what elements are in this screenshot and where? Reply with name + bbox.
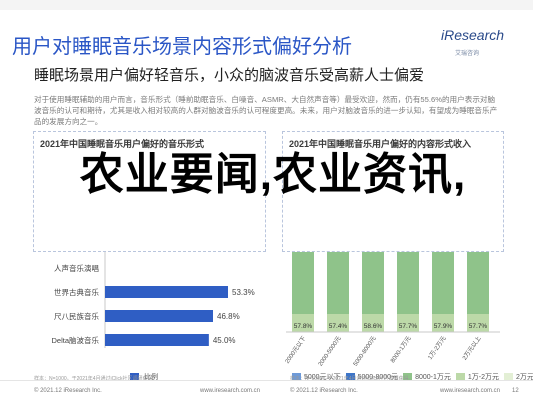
legend-label: 2万元以上 — [515, 374, 533, 381]
bar-segment — [432, 252, 454, 314]
category-label: Delta脑波音乐 — [51, 335, 99, 345]
category-label: 2000元以下 — [284, 335, 308, 365]
left-sample-note: 样本：N=1000，于2021年4月通过iClick社区调研获得。 — [34, 376, 158, 382]
top-strip — [0, 0, 533, 10]
data-label: 46.8% — [217, 312, 240, 321]
right-footer-url: www.iresearch.com.cn — [440, 388, 501, 394]
bar-segment — [292, 252, 314, 314]
left-legend: 比例 — [130, 372, 158, 382]
bar-segment — [292, 314, 314, 332]
page-title: 用户对睡眠音乐场景内容形式偏好分析 — [12, 36, 352, 58]
legend-swatch — [455, 373, 465, 380]
legend-swatch — [345, 373, 355, 380]
page-number: 12 — [512, 388, 519, 394]
brand-sub: 艾瑞咨询 — [455, 51, 480, 57]
bar-segment — [397, 314, 419, 332]
legend-label: 1万-2万元 — [467, 374, 499, 381]
left-chart-panel: 2021年中国睡眠音乐用户偏好的音乐形式 — [33, 131, 266, 252]
category-label: 5000-8000元 — [352, 335, 378, 367]
category-label: 8000-1万元 — [389, 335, 412, 364]
legend-label: 5000元以下 — [304, 374, 341, 381]
legend-swatch — [403, 373, 413, 380]
bar-segment — [467, 252, 489, 314]
legend-label: 比例 — [143, 374, 158, 381]
legend-swatch — [503, 373, 513, 380]
bar-segment — [362, 252, 384, 314]
category-label: 2000-5000元 — [317, 335, 343, 367]
bar-segment — [327, 252, 349, 314]
right-chart-panel: 2021年中国睡眠音乐用户偏好的内容形式收入 — [282, 131, 504, 252]
bar — [105, 310, 213, 322]
data-label: 57.4% — [329, 323, 348, 330]
bar — [105, 334, 209, 346]
left-footer-source: © 2021.12 iResearch Inc. — [34, 388, 102, 394]
left-chart-title: 2021年中国睡眠音乐用户偏好的音乐形式 — [40, 139, 205, 149]
category-label: 2万元以上 — [460, 335, 482, 362]
brand-name: iResearch — [441, 27, 505, 43]
data-label: 45.0% — [213, 336, 236, 345]
overlay-headline: 农业要闻,农业资讯, — [79, 150, 467, 199]
legend-label: 5000-8000元 — [357, 374, 399, 381]
legend-swatch — [130, 373, 139, 380]
bar — [105, 286, 228, 298]
right-chart-title: 2021年中国睡眠音乐用户偏好的内容形式收入 — [289, 139, 472, 149]
data-label: 57.7% — [399, 323, 418, 330]
bar-segment — [432, 314, 454, 332]
category-label: 1万-2万元 — [427, 335, 448, 361]
data-label: 57.9% — [434, 323, 453, 330]
bar-segment — [327, 314, 349, 332]
category-label: 尺八民族音乐 — [54, 311, 99, 321]
bar-segment — [362, 314, 384, 332]
data-label: 57.7% — [469, 323, 488, 330]
footer-divider — [0, 380, 533, 381]
brand-logo: iResearch 艾瑞咨询 — [437, 26, 509, 60]
bar-segment — [467, 314, 489, 332]
legend-label: 8000-1万元 — [415, 374, 451, 381]
category-label: 人声音乐演唱 — [54, 263, 99, 273]
legend-swatch — [292, 373, 301, 380]
data-label: 58.6% — [364, 323, 383, 330]
category-label: 世界古典音乐 — [54, 287, 99, 297]
page-subtitle: 睡眠场景用户偏好轻音乐，小众的脑波音乐受高薪人士偏爱 — [34, 67, 425, 84]
data-label: 57.8% — [294, 323, 313, 330]
left-footer-url: www.iresearch.com.cn — [200, 388, 261, 394]
right-legend: 5000元以下 5000-8000元 8000-1万元 1万-2万元 2万元以上 — [292, 372, 533, 382]
right-bar-chart: 57.8% 2000元以下 57.4% 2000-5000元 58.6% 5000-800… — [284, 252, 500, 368]
data-label: 53.3% — [232, 288, 255, 297]
right-footer-source: © 2021.12 iResearch Inc. — [290, 388, 358, 394]
right-sample-note: 样本：N=1000，于2021年4月通过iClick社区调研获得。 — [290, 376, 414, 382]
bar-segment — [397, 252, 419, 314]
analysis-paragraph: 对于使用睡眠辅助的用户而言，音乐形式（睡前助眠音乐、白噪音、ASMR、大自然声音… — [34, 95, 498, 126]
